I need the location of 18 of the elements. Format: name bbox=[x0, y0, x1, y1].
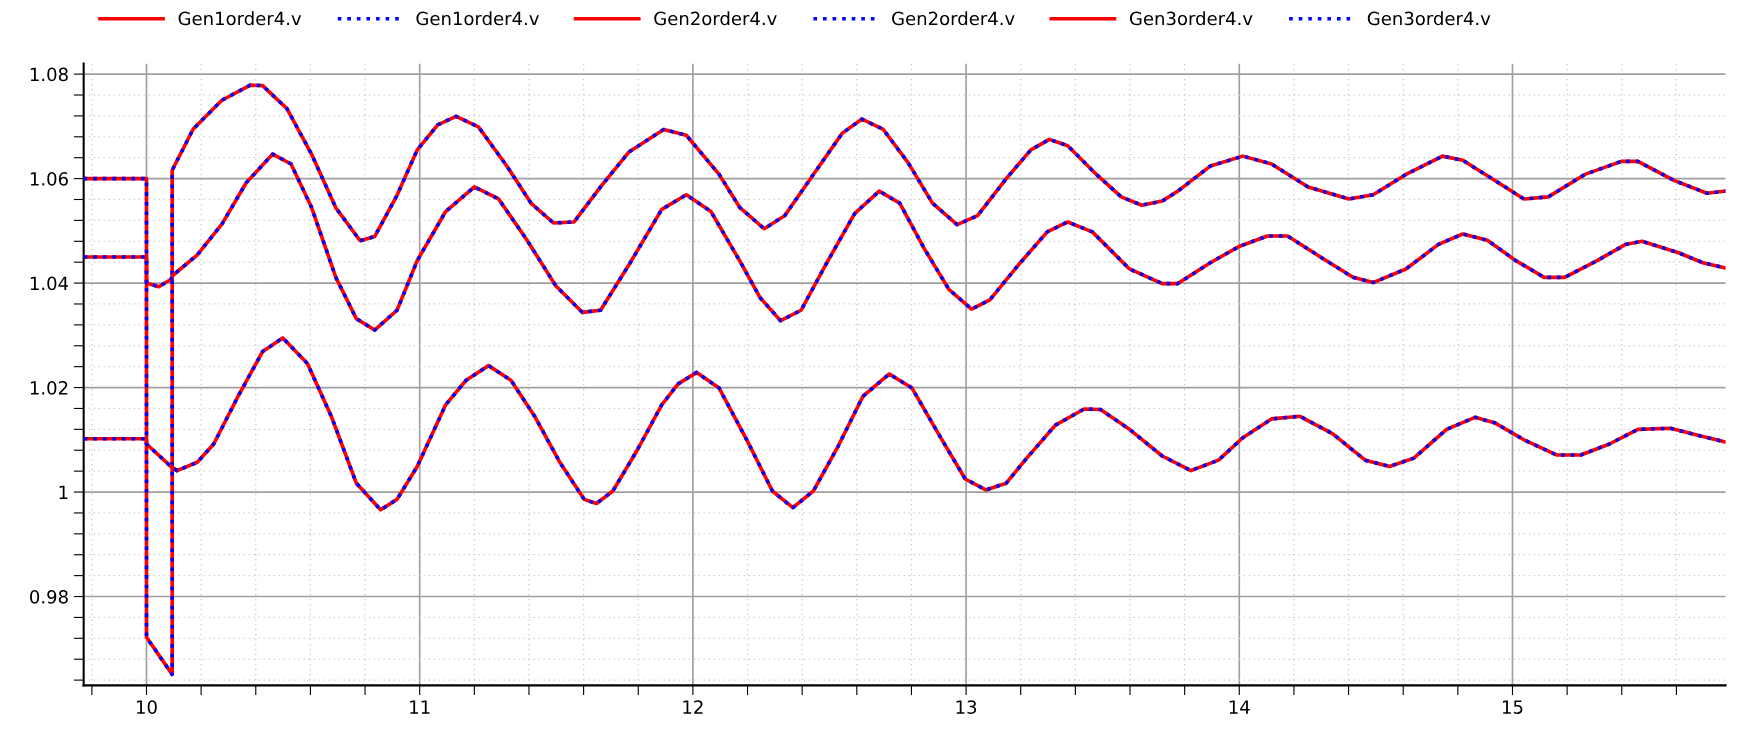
x-tick-label: 12 bbox=[683, 700, 703, 714]
legend-label: Gen2order4.v bbox=[654, 11, 777, 26]
legend-label: Gen3order4.v bbox=[1367, 11, 1491, 26]
y-tick-label: 1.04 bbox=[30, 276, 69, 291]
y-tick-label: 1 bbox=[59, 485, 68, 499]
y-tick-label: 0.98 bbox=[30, 589, 68, 604]
x-tick-label: 10 bbox=[136, 700, 157, 714]
x-tick-label: 13 bbox=[956, 700, 977, 714]
legend-label: Gen3order4.v bbox=[1129, 11, 1253, 26]
x-tick-label: 15 bbox=[1502, 700, 1523, 714]
y-tick-label: 1.08 bbox=[30, 67, 68, 82]
y-tick-label: 1.02 bbox=[30, 381, 68, 395]
legend-label: Gen1order4.v bbox=[416, 11, 539, 26]
legend-label: Gen2order4.v bbox=[892, 11, 1015, 26]
x-tick-label: 11 bbox=[410, 700, 430, 714]
y-tick-label: 1.06 bbox=[30, 172, 68, 186]
x-tick-label: 14 bbox=[1229, 700, 1250, 714]
legend-label: Gen1order4.v bbox=[178, 11, 302, 26]
